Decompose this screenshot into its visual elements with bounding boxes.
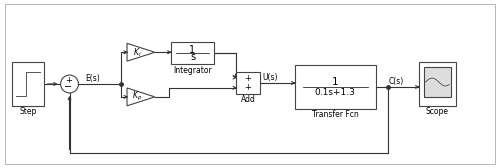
FancyBboxPatch shape xyxy=(170,42,214,64)
Text: +: + xyxy=(244,74,252,83)
FancyBboxPatch shape xyxy=(424,67,452,97)
Text: Scope: Scope xyxy=(426,107,449,116)
Text: $K_i$: $K_i$ xyxy=(134,46,142,58)
Text: Transfer Fcn: Transfer Fcn xyxy=(312,110,358,119)
Text: Integrator: Integrator xyxy=(173,66,212,75)
Text: C(s): C(s) xyxy=(388,77,404,86)
Polygon shape xyxy=(127,88,155,106)
Text: −: − xyxy=(64,82,72,92)
Polygon shape xyxy=(127,43,155,61)
Circle shape xyxy=(60,75,78,93)
Text: U(s): U(s) xyxy=(262,73,278,81)
Text: Step: Step xyxy=(19,107,36,116)
FancyBboxPatch shape xyxy=(294,65,376,109)
FancyBboxPatch shape xyxy=(418,62,457,106)
FancyBboxPatch shape xyxy=(236,72,260,94)
Text: 1: 1 xyxy=(332,77,338,87)
Text: +: + xyxy=(244,83,252,92)
Text: $K_p$: $K_p$ xyxy=(132,90,142,103)
Text: s: s xyxy=(190,52,195,62)
Text: 1: 1 xyxy=(190,45,196,55)
Text: Add: Add xyxy=(240,95,256,104)
Text: +: + xyxy=(65,76,72,85)
Text: 0.1s+1.3: 0.1s+1.3 xyxy=(315,88,356,97)
FancyBboxPatch shape xyxy=(12,62,44,106)
Text: E(s): E(s) xyxy=(85,74,100,82)
